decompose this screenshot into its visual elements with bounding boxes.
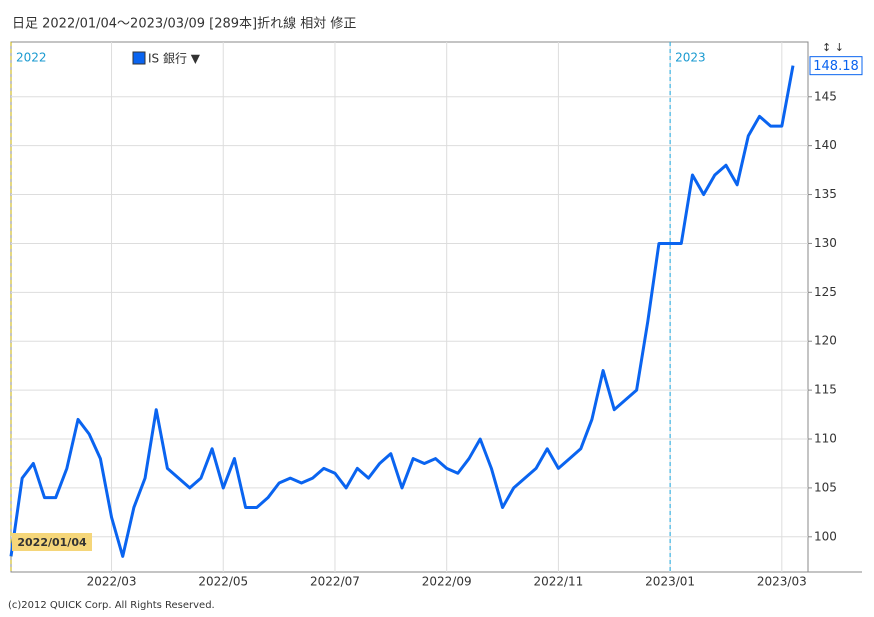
y-tick-label: 145 xyxy=(814,89,837,103)
x-tick-label: 2022/03 xyxy=(87,575,137,589)
x-tick-label: 2022/11 xyxy=(533,575,583,589)
x-tick-label: 2022/05 xyxy=(198,575,248,589)
plot-frame xyxy=(10,41,809,573)
chart-title: 日足 2022/01/04～2023/03/09 [289本]折れ線 相対 修正 xyxy=(12,16,356,32)
x-tick-label: 2023/03 xyxy=(757,575,807,589)
y-tick-label: 125 xyxy=(814,285,837,299)
date-tag xyxy=(12,533,92,551)
y-tick-label: 140 xyxy=(814,138,837,152)
y-tick-label: 130 xyxy=(814,236,837,250)
legend-swatch xyxy=(132,51,146,65)
data-line xyxy=(9,65,795,558)
footer: (c)2012 QUICK Corp. All Rights Reserved. xyxy=(8,600,215,611)
x-tick-label: 2023/01 xyxy=(645,575,695,589)
year-label: 2022 xyxy=(16,51,47,65)
y-tick-label: 105 xyxy=(814,480,837,494)
legend-label[interactable]: IS 銀行 ▼ xyxy=(148,52,201,66)
y-tick-label: 115 xyxy=(814,383,837,397)
value-label: 148.18 xyxy=(813,59,859,74)
x-tick-label: 2022/07 xyxy=(310,575,360,589)
date-tag-label: 2022/01/04 xyxy=(17,536,87,549)
y-tick-label: 110 xyxy=(814,432,837,446)
year-label: 2023 xyxy=(675,51,706,65)
x-tick-label: 2022/09 xyxy=(422,575,472,589)
y-tick-label: 100 xyxy=(814,529,837,543)
value-box xyxy=(809,56,863,76)
y-tick-label: 135 xyxy=(814,187,837,201)
y-tick-label: 120 xyxy=(814,334,837,348)
scroll-icon[interactable]: ↕ ↓ xyxy=(822,41,844,54)
